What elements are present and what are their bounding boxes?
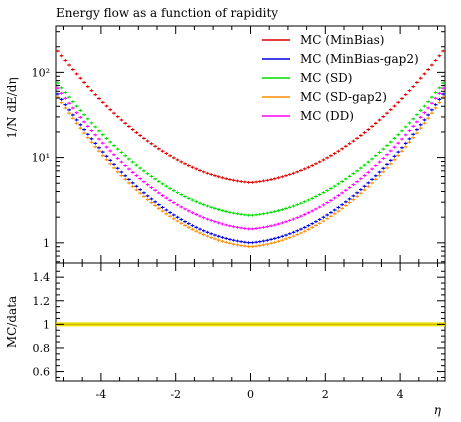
ratio-y-tick-label: 1.4 <box>33 271 51 284</box>
legend: MC (MinBias) MC (MinBias-gap2) MC (SD) MC (… <box>262 33 419 123</box>
y-tick-label: 1 <box>43 237 50 250</box>
series-5 <box>56 86 445 231</box>
ratio-panel: 0.6 0.8 1 1.2 1.4 <box>33 262 446 382</box>
series-2 <box>56 92 445 245</box>
legend-label: MC (SD-gap2) <box>300 90 387 104</box>
legend-label: MC (DD) <box>300 109 354 123</box>
ratio-y-axis-label: MC/data <box>5 296 19 348</box>
series-4 <box>56 95 445 249</box>
legend-label: MC (SD) <box>300 71 353 85</box>
x-tick-label: 2 <box>322 388 329 401</box>
x-axis: -4 -2 0 2 4 <box>62 26 439 401</box>
ratio-y-tick-label: 1 <box>43 318 50 331</box>
y-tick-label: 10¹ <box>32 152 50 165</box>
main-y-axis-label: 1/N dE/dη <box>5 77 19 138</box>
main-series-group <box>56 49 445 249</box>
ratio-panel-frame <box>55 262 446 382</box>
ratio-y-axis: 0.6 0.8 1 1.2 1.4 <box>33 270 445 379</box>
series-3 <box>56 81 445 217</box>
x-axis-label: η <box>434 403 442 417</box>
ratio-y-tick-label: 1.2 <box>33 295 51 308</box>
ratio-series-group <box>56 322 445 327</box>
chart-title: Energy flow as a function of rapidity <box>56 6 278 20</box>
x-tick-label: -4 <box>96 388 107 401</box>
legend-label: MC (MinBias-gap2) <box>300 52 419 66</box>
x-tick-label: 4 <box>397 388 404 401</box>
x-tick-label: 0 <box>247 388 254 401</box>
y-tick-label: 10² <box>32 66 50 79</box>
ratio-y-tick-label: 0.8 <box>33 342 51 355</box>
ratio-y-tick-label: 0.6 <box>33 366 51 379</box>
legend-label: MC (MinBias) <box>300 33 384 47</box>
x-tick-label: -2 <box>170 388 181 401</box>
series-1 <box>56 49 445 184</box>
main-y-axis: 1 10¹ 10² <box>32 31 445 263</box>
